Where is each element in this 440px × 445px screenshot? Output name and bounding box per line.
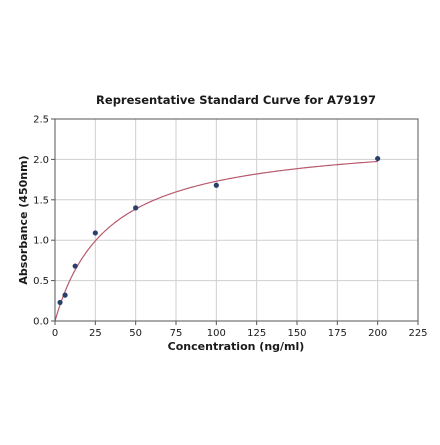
data-point [92,230,98,236]
x-axis-ticks: 0 25 50 75 100 125 150 175 200 225 [52,321,428,339]
y-tick-label: 1.5 [33,195,49,206]
x-tick-label: 225 [408,328,427,339]
data-points-layer [57,155,381,306]
y-tick-label: 0.0 [33,317,49,328]
chart-title: Representative Standard Curve for A79197 [96,93,376,107]
data-point [62,292,68,298]
y-axis-label: Absorbance (450nm) [17,155,30,284]
x-tick-label: 125 [247,328,266,339]
y-tick-label: 0.5 [33,276,49,287]
grid-lines [54,118,419,322]
x-tick-label: 75 [170,328,183,339]
data-point [375,155,381,162]
x-tick-label: 50 [129,328,142,339]
x-tick-label: 100 [207,328,226,339]
fit-curve-layer [54,160,378,322]
fit-curve [54,160,378,322]
data-point [72,263,78,269]
x-axis-label: Concentration (ng/ml) [168,340,305,353]
x-tick-label: 175 [328,328,347,339]
y-tick-label: 2.0 [33,155,49,166]
x-tick-label: 200 [368,328,387,339]
x-tick-label: 25 [89,328,102,339]
y-tick-label: 1.0 [33,236,49,247]
data-point [213,182,219,188]
x-tick-label: 150 [287,328,306,339]
plot-frame [54,118,419,322]
y-axis-ticks: 0.0 0.5 1.0 1.5 2.0 2.5 [33,115,55,328]
x-tick-label: 0 [52,328,58,339]
data-point [57,299,63,306]
y-tick-label: 2.5 [33,115,49,126]
data-point [133,205,139,211]
